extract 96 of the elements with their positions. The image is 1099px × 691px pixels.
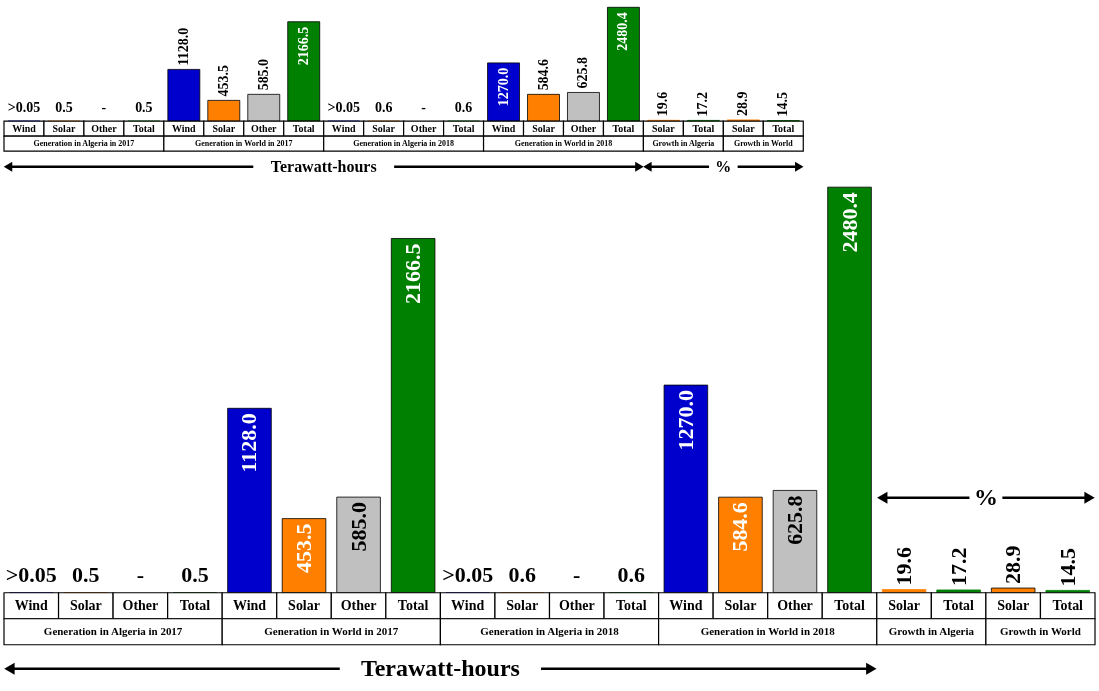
x-tick-label: Other <box>558 597 595 613</box>
data-label: 28.9 <box>1000 545 1026 585</box>
x-tick-label: Solar <box>212 122 236 134</box>
data-label: >0.05 <box>5 561 57 587</box>
data-label: 2480.4 <box>615 12 631 51</box>
data-label: 2480.4 <box>836 192 862 253</box>
annotation: % <box>973 483 998 510</box>
data-label: 0.5 <box>55 100 73 116</box>
data-label: 1128.0 <box>175 27 191 66</box>
data-label: >0.05 <box>7 100 41 116</box>
x-tick-label: Total <box>452 122 475 134</box>
data-label: 584.6 <box>535 58 551 91</box>
x-tick-label: Total <box>772 122 795 134</box>
x-tick-label: Solar <box>288 597 320 613</box>
x-tick-label: Wind <box>331 122 356 134</box>
data-label: 19.6 <box>655 91 671 117</box>
x-tick-label: Other <box>91 122 118 134</box>
x-tick-label: Other <box>570 122 597 134</box>
data-label: 0.6 <box>454 100 473 116</box>
text: Generation in Algeria in 2018 <box>480 624 620 637</box>
x-tick-label: Solar <box>52 122 76 134</box>
x-tick-label: Total <box>692 122 715 134</box>
x-tick-label: Total <box>179 597 211 613</box>
data-label: >0.05 <box>327 100 360 116</box>
x-tick-label: Total <box>834 597 865 613</box>
data-label: 453.5 <box>215 64 231 97</box>
x-tick-label: Wind <box>451 597 485 613</box>
data-label: 585.0 <box>255 58 271 91</box>
data-label: >0.05 <box>442 561 494 587</box>
x-tick-label: Wind <box>232 597 267 613</box>
x-tick-label: Solar <box>731 122 756 134</box>
data-label: 0.6 <box>508 561 536 587</box>
x-tick-label: Other <box>340 597 377 613</box>
data-label: 14.5 <box>775 92 791 117</box>
text: Terawatt-hours <box>270 157 377 175</box>
text: Growth in Algeria <box>888 624 975 637</box>
x-tick-label: Solar <box>997 597 1030 613</box>
text: - <box>136 561 145 587</box>
text: Generation in Algeria in 2017 <box>43 624 183 637</box>
data-label: 2166.5 <box>295 26 311 66</box>
data-label: 0.5 <box>181 561 209 587</box>
x-tick-label: Other <box>777 597 813 613</box>
text: Generation in World in 2018 <box>700 624 836 637</box>
x-tick-label: Total <box>943 597 975 613</box>
text: Growth in World <box>733 138 794 148</box>
data-label: 17.2 <box>695 91 711 117</box>
x-tick-label: Wind <box>491 122 516 134</box>
x-tick-label: Solar <box>888 597 920 613</box>
data-label: 584.6 <box>727 502 753 552</box>
x-tick-label: Solar <box>69 597 102 613</box>
data-label: 0.5 <box>135 100 153 116</box>
text: Generation in Algeria in 2018 <box>353 138 454 148</box>
x-tick-label: Other <box>122 597 159 613</box>
data-label: 0.6 <box>617 561 646 587</box>
x-tick-label: Wind <box>14 597 49 613</box>
x-tick-label: Wind <box>669 597 703 613</box>
text: - <box>421 100 426 116</box>
x-tick-label: Solar <box>506 597 539 613</box>
data-label: 28.9 <box>735 91 751 116</box>
x-tick-label: Other <box>251 122 278 134</box>
x-tick-label: Other <box>410 122 437 134</box>
data-label: 625.8 <box>575 57 591 89</box>
text: - <box>101 100 107 116</box>
x-tick-label: Total <box>132 122 156 134</box>
data-label: 585.0 <box>345 502 371 552</box>
x-tick-label: Wind <box>12 122 37 134</box>
x-tick-label: Total <box>292 122 315 134</box>
data-label: 19.6 <box>891 547 917 586</box>
text: Generation in Algeria in 2017 <box>33 138 135 148</box>
data-label: 0.5 <box>72 561 100 587</box>
x-tick-label: Solar <box>652 122 676 134</box>
data-label: 14.5 <box>1054 547 1080 587</box>
x-tick-label: Wind <box>171 122 197 134</box>
text: Growth in World <box>1000 624 1081 637</box>
data-label: 1270.0 <box>672 390 698 451</box>
text: Growth in Algeria <box>652 138 715 148</box>
text: Generation in World in 2017 <box>195 138 293 148</box>
text: % <box>715 157 732 175</box>
data-label: 1270.0 <box>495 67 511 107</box>
text: Generation in World in 2018 <box>514 138 613 148</box>
x-tick-label: Solar <box>372 122 396 134</box>
data-label: 0.6 <box>374 100 393 116</box>
data-label: 625.8 <box>781 495 807 545</box>
data-label: 453.5 <box>291 523 317 574</box>
text: - <box>573 561 581 587</box>
x-tick-label: Solar <box>532 122 556 134</box>
text: Generation in World in 2017 <box>264 624 399 637</box>
x-tick-label: Solar <box>724 597 757 613</box>
x-tick-label: Total <box>612 122 635 134</box>
text: Terawatt-hours <box>360 654 520 681</box>
data-label: 17.2 <box>945 547 971 586</box>
data-label: 1128.0 <box>236 413 262 473</box>
x-tick-label: Total <box>1052 597 1084 613</box>
x-tick-label: Total <box>397 597 429 613</box>
x-tick-label: Total <box>616 597 647 613</box>
data-label: 2166.5 <box>400 243 426 304</box>
